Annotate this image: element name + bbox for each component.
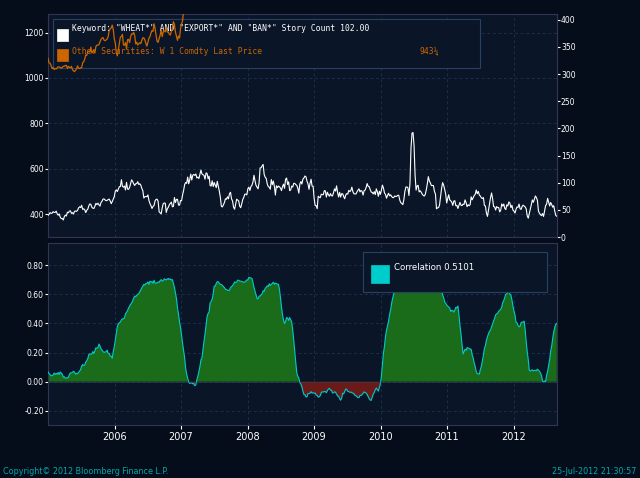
Text: Copyright© 2012 Bloomberg Finance L.P.: Copyright© 2012 Bloomberg Finance L.P. <box>3 467 168 476</box>
Text: Keyword: "WHEAT*" AND "EXPORT*" AND "BAN*" Story Count 102.00: Keyword: "WHEAT*" AND "EXPORT*" AND "BAN… <box>72 24 369 33</box>
Text: Other Securities: W 1 Comdty Last Price: Other Securities: W 1 Comdty Last Price <box>72 47 262 55</box>
Text: Correlation 0.5101: Correlation 0.5101 <box>394 263 474 272</box>
Text: 943¼: 943¼ <box>419 47 439 55</box>
Bar <box>57 29 68 41</box>
Bar <box>57 49 68 61</box>
Bar <box>371 265 389 283</box>
Text: 25-Jul-2012 21:30:57: 25-Jul-2012 21:30:57 <box>552 467 637 476</box>
Bar <box>364 252 547 293</box>
Bar <box>53 19 481 68</box>
